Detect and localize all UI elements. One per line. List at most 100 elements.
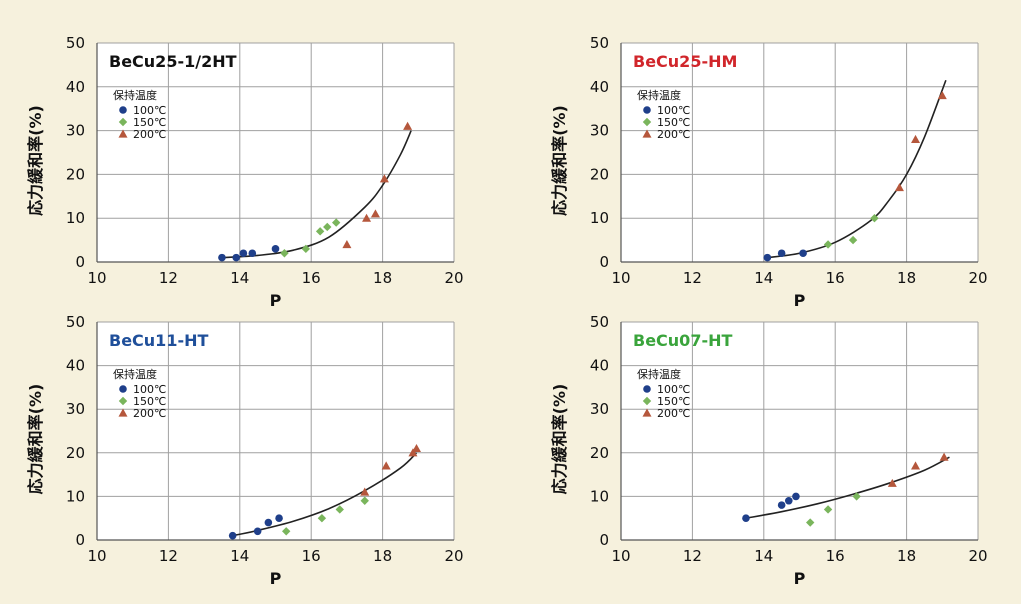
data-point — [218, 253, 226, 262]
data-point — [742, 514, 750, 522]
y-tick-label: 30 — [66, 400, 85, 418]
x-tick-label: 12 — [159, 269, 178, 287]
data-point — [323, 222, 332, 232]
data-point — [939, 452, 949, 461]
x-tick-label: 18 — [373, 547, 392, 565]
x-tick-label: 14 — [754, 547, 773, 565]
data-point — [823, 505, 833, 514]
y-axis-label: 応力緩和率(%) — [550, 384, 569, 495]
legend-entry: 150℃ — [657, 116, 690, 129]
y-tick-label: 10 — [66, 209, 85, 227]
y-axis-label: 応力緩和率(%) — [26, 384, 45, 495]
legend-marker — [119, 385, 127, 393]
data-point — [911, 461, 921, 470]
legend-entry: 200℃ — [133, 407, 166, 420]
data-point — [403, 121, 413, 130]
x-tick-label: 18 — [897, 269, 916, 287]
x-axis-label: P — [794, 569, 806, 588]
legend-entry: 100℃ — [133, 383, 166, 396]
x-axis-label: P — [270, 291, 282, 310]
legend-entry: 150℃ — [133, 395, 166, 408]
y-tick-label: 50 — [66, 34, 85, 52]
legend-marker — [119, 106, 127, 114]
data-point — [264, 518, 273, 527]
x-tick-label: 12 — [683, 269, 702, 287]
data-point — [784, 496, 793, 505]
x-tick-label: 16 — [826, 269, 845, 287]
data-point — [301, 244, 311, 254]
x-tick-label: 18 — [373, 269, 392, 287]
data-point — [792, 492, 800, 501]
data-point — [370, 209, 380, 218]
legend-title: 保持温度 — [113, 88, 157, 102]
x-tick-label: 12 — [159, 547, 178, 565]
legend-title: 保持温度 — [113, 367, 157, 381]
x-tick-label: 18 — [897, 547, 916, 565]
y-tick-label: 10 — [590, 487, 609, 505]
legend-marker — [118, 408, 128, 417]
y-tick-label: 20 — [66, 165, 85, 183]
data-point — [870, 214, 879, 223]
data-point — [823, 240, 833, 249]
x-axis-label: P — [794, 291, 806, 310]
data-point — [887, 478, 897, 487]
legend-marker — [642, 396, 652, 406]
y-tick-label: 40 — [66, 78, 85, 96]
y-tick-label: 0 — [599, 253, 609, 271]
data-point — [280, 249, 289, 258]
data-point — [937, 91, 947, 100]
legend-title: 保持温度 — [637, 88, 681, 102]
legend-marker — [642, 129, 652, 138]
y-tick-label: 0 — [599, 531, 609, 549]
y-tick-label: 50 — [590, 313, 609, 331]
x-tick-label: 16 — [302, 269, 321, 287]
legend-entry: 150℃ — [133, 116, 166, 129]
y-axis-label: 応力緩和率(%) — [550, 105, 569, 216]
chart-title: BeCu11-HT — [109, 331, 208, 350]
data-point — [777, 501, 786, 509]
y-tick-label: 20 — [66, 444, 85, 462]
data-point — [335, 505, 344, 514]
legend-marker — [118, 396, 128, 406]
plot-area — [97, 322, 454, 540]
legend-marker — [118, 129, 128, 138]
data-point — [331, 218, 341, 227]
y-tick-label: 40 — [590, 357, 609, 375]
data-point — [232, 253, 241, 262]
x-tick-label: 10 — [611, 547, 630, 565]
chart-title: BeCu25-HM — [633, 52, 737, 71]
data-point — [360, 496, 369, 505]
legend-marker — [118, 117, 128, 127]
legend-entry: 200℃ — [657, 407, 690, 420]
y-tick-label: 40 — [66, 357, 85, 375]
data-point — [362, 213, 372, 222]
x-tick-label: 20 — [444, 269, 463, 287]
y-tick-label: 20 — [590, 165, 609, 183]
data-point — [777, 249, 786, 258]
y-tick-label: 10 — [66, 487, 85, 505]
data-point — [275, 514, 283, 522]
x-tick-label: 14 — [754, 269, 773, 287]
data-point — [848, 235, 858, 245]
y-tick-label: 0 — [75, 531, 85, 549]
chart-panel: 10 12 14 16 18 2001020304050P応力緩和率(%)BeCu07-H… — [550, 313, 988, 588]
y-tick-label: 30 — [590, 400, 609, 418]
x-axis-label: P — [270, 569, 282, 588]
y-tick-label: 0 — [75, 253, 85, 271]
legend-entry: 100℃ — [657, 104, 690, 117]
data-point — [911, 134, 921, 143]
plot-area — [621, 43, 978, 262]
y-tick-label: 50 — [590, 34, 609, 52]
y-tick-label: 30 — [590, 122, 609, 140]
data-point — [228, 531, 237, 540]
data-point — [408, 448, 418, 457]
legend-marker — [642, 408, 652, 417]
data-point — [360, 487, 370, 496]
plot-area — [621, 322, 978, 540]
y-tick-label: 40 — [590, 78, 609, 96]
y-tick-label: 30 — [66, 122, 85, 140]
data-point — [248, 249, 257, 258]
legend-entry: 100℃ — [133, 104, 166, 117]
data-point — [799, 249, 807, 258]
